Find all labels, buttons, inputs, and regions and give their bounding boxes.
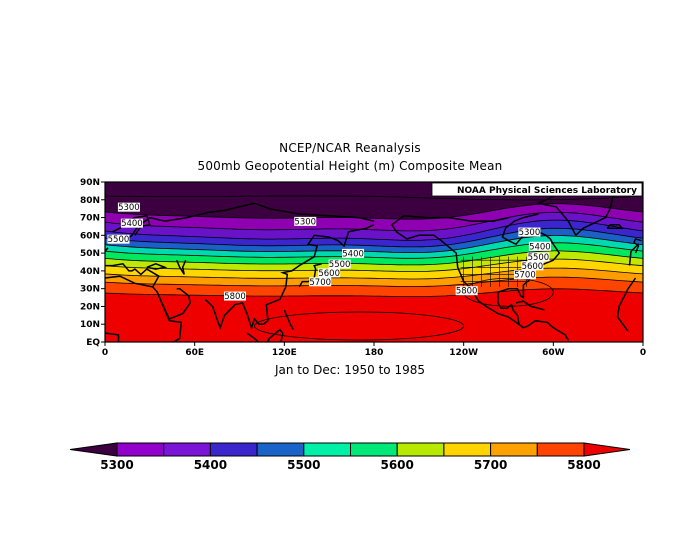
colorbar-swatch: [116, 442, 165, 457]
svg-text:5400: 5400: [342, 249, 364, 259]
colorbar-label: 5400: [194, 458, 227, 472]
colorbar-swatch: [303, 442, 351, 457]
contour-label: 5400: [528, 241, 551, 252]
lon-tick-label: 180: [365, 348, 384, 358]
iceland: [606, 223, 624, 229]
contour-label: 5300: [518, 227, 541, 238]
colorbar-label: 5300: [100, 458, 133, 472]
black-sea: [146, 262, 168, 270]
contour-label: 5800: [455, 286, 478, 297]
svg-text:5500: 5500: [528, 253, 550, 263]
alaska-arctic: [391, 215, 509, 226]
north-america-east: [497, 213, 561, 299]
contour-label: 5600: [318, 268, 341, 279]
svg-text:5400: 5400: [529, 242, 551, 252]
svg-text:5700: 5700: [309, 278, 331, 288]
colorbar-swatch: [163, 442, 211, 457]
colorbar-swatch: [209, 442, 258, 457]
contour-5400: [105, 219, 643, 241]
colorbar-label: 5500: [287, 458, 320, 472]
credit-label: NOAA Physical Sciences Laboratory: [457, 186, 637, 196]
lat-tick-label: 90N: [80, 178, 100, 188]
contour-5700: [105, 267, 643, 280]
lat-tick-label: 80N: [80, 196, 100, 206]
lat-tick-label: 50N: [80, 249, 100, 259]
lat-tick-label: 20N: [80, 302, 100, 312]
svg-text:5800: 5800: [224, 292, 246, 302]
svg-text:5400: 5400: [121, 219, 143, 229]
colorbar-min-triangle: [69, 442, 118, 457]
contour-label: 5700: [513, 270, 536, 281]
colorbar: 5300 5400 5500 5600 5700 5800: [69, 442, 631, 472]
lon-tick-label: 60E: [185, 348, 204, 358]
colorbar-swatch: [256, 442, 305, 457]
contour-5350: [105, 211, 643, 232]
contour-label: 5400: [120, 218, 143, 229]
colorbar-label: 5600: [380, 458, 413, 472]
lon-tick-label: 0: [640, 348, 646, 358]
lat-tick-label: 10N: [80, 320, 100, 330]
philippines: [283, 309, 294, 330]
contour-5500: [105, 235, 643, 253]
chart-title: NCEP/NCAR Reanalysis: [279, 141, 421, 155]
contour-label: 5400: [342, 248, 365, 259]
lat-tick-label: 60N: [80, 231, 100, 241]
lon-tick-label: 0: [102, 348, 108, 358]
svg-text:5500: 5500: [108, 235, 130, 245]
indonesia-1: [246, 332, 260, 342]
lat-tick-label: EQ: [86, 338, 100, 348]
svg-text:5800: 5800: [456, 287, 478, 297]
caspian: [176, 259, 187, 275]
contour-5800: [105, 288, 643, 297]
svg-text:5600: 5600: [522, 262, 544, 272]
svg-text:5300: 5300: [118, 203, 140, 213]
lon-tick-label: 120E: [272, 348, 297, 358]
contour-label: 5500: [328, 259, 351, 270]
europe-south: [105, 262, 160, 288]
lat-tick-label: 40N: [80, 267, 100, 277]
lon-tick-label: 60W: [542, 348, 565, 358]
contour-label: 5600: [521, 261, 544, 272]
contour-label: 5500: [527, 252, 550, 263]
south-america: [523, 319, 569, 341]
contour-label: 5300: [294, 216, 317, 227]
arabia-coast: [156, 287, 192, 320]
colorbar-swatch: [350, 442, 398, 457]
colorbar-swatch: [443, 442, 492, 457]
contour-label: 5800: [224, 291, 247, 302]
gulf-mexico: [497, 295, 524, 329]
africa-west-coast: [105, 277, 637, 342]
lon-tick-label: 120W: [449, 348, 478, 358]
contour-5450: [105, 227, 643, 248]
india-coast: [204, 224, 375, 331]
svg-text:5600: 5600: [318, 269, 340, 279]
time-period: Jan to Dec: 1950 to 1985: [274, 363, 425, 377]
colorbar-max-triangle: [583, 442, 631, 457]
colorbar-label: 5700: [474, 458, 507, 472]
chart-subtitle: 500mb Geopotential Height (m) Composite …: [197, 159, 503, 173]
lat-tick-label: 70N: [80, 214, 100, 224]
svg-text:5700: 5700: [514, 271, 536, 281]
contour-5600: [105, 250, 643, 266]
siberia-arctic: [209, 202, 375, 222]
indonesia-2: [266, 328, 284, 342]
caribbean: [515, 300, 545, 311]
svg-text:5300: 5300: [294, 217, 316, 227]
contour-high-1: [254, 311, 465, 341]
contour-label: 5700: [309, 277, 332, 288]
colorbar-swatch: [396, 442, 445, 457]
svg-text:5300: 5300: [519, 228, 541, 238]
svg-text:5500: 5500: [329, 260, 351, 270]
contour-label: 5300: [117, 202, 140, 213]
lat-tick-label: 30N: [80, 285, 100, 295]
credit-box: NOAA Physical Sciences Laboratory: [431, 182, 643, 197]
colorbar-swatch: [536, 442, 585, 457]
contour-label: 5500: [107, 234, 130, 245]
colorbar-swatch: [490, 442, 538, 457]
colorbar-label: 5800: [567, 458, 600, 472]
contour-5750: [105, 276, 643, 287]
